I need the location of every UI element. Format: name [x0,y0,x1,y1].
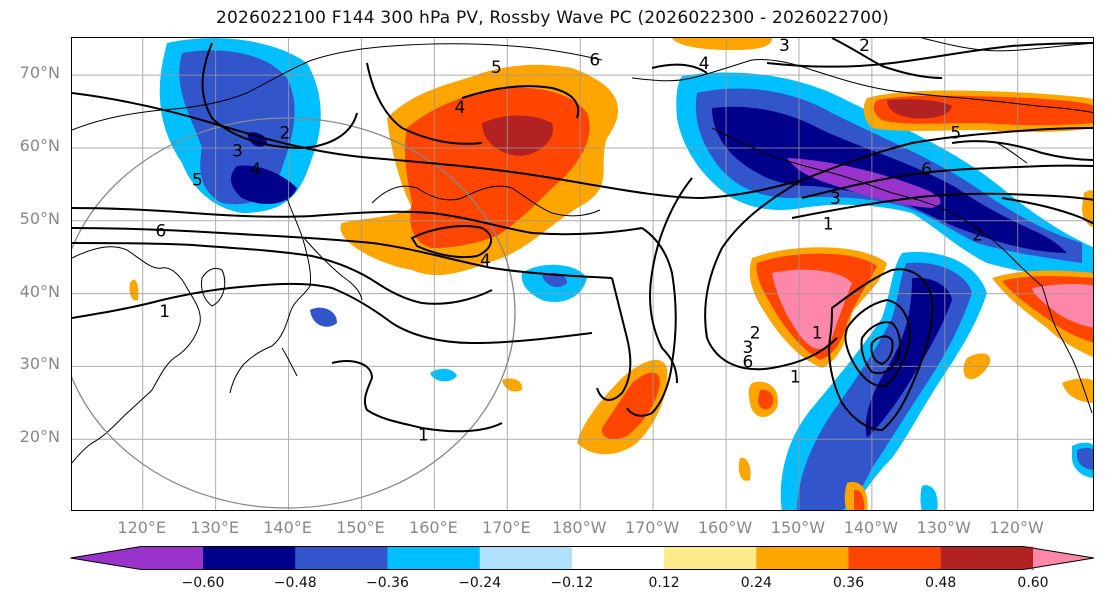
longitude-label: 130°E [190,518,239,537]
contour-label: 1 [823,214,834,234]
contour-label: 3 [743,338,754,358]
contour-label: 6 [743,353,754,373]
contour-label: 1 [418,426,429,446]
colorbar [70,546,1095,570]
negative-anomaly-region [865,277,952,438]
negative-anomaly-region [920,485,938,510]
positive-anomaly-region [502,378,523,392]
colorbar-segment [203,546,296,570]
colorbar-segment [664,546,757,570]
latitude-label: 30°N [19,354,60,374]
contour-label: 3 [830,189,841,209]
colorbar-segment [940,546,1034,570]
colorbar-tick-label: 0.36 [832,575,865,591]
longitude-label: 150°W [770,518,826,537]
positive-anomaly-region [854,489,865,510]
longitude-label: 150°E [336,518,385,537]
colorbar-segment [848,546,942,570]
colorbar-outline [70,546,1095,570]
contour-label: 5 [950,123,961,143]
colorbar-segment [571,546,665,570]
positive-anomaly-region [758,389,774,410]
positive-anomaly-region [887,99,952,119]
colorbar-segment-min [70,546,203,570]
longitude-label: 160°W [697,518,753,537]
map-title: 2026022100 F144 300 hPa PV, Rossby Wave … [216,8,889,28]
longitude-label: 120°W [989,518,1044,537]
negative-anomaly-region [1077,447,1093,470]
longitude-label: 140°E [263,518,312,537]
colorbar-segment [756,546,850,570]
colorbar-tick-label: −0.12 [550,575,594,591]
positive-anomaly-region [1032,283,1093,328]
contour-label: 3 [232,142,243,162]
contour-label: 5 [491,58,502,78]
contour-label: 2 [279,123,290,143]
negative-anomaly-region [430,368,457,382]
pc-shading [129,38,1093,510]
positive-anomaly-region [482,115,553,156]
positive-anomaly-region [672,38,772,50]
contour-label: 4 [480,251,491,271]
latitude-label: 20°N [19,427,60,447]
positive-anomaly-region [738,457,751,481]
positive-anomaly-region [129,279,139,301]
latitude-label: 60°N [19,135,60,155]
longitude-label: 160°E [409,518,458,537]
positive-anomaly-region [601,372,660,440]
longitude-label: 140°W [843,518,899,537]
latitude-label: 40°N [19,281,60,301]
colorbar-tick-label: 0.48 [925,575,957,591]
contour-label: 3 [779,38,790,56]
colorbar-tick-label: −0.24 [458,575,502,591]
colorbar-tick-label: −0.60 [181,575,225,591]
colorbar-tick-label: −0.36 [365,575,409,591]
lat-lon-grid [72,38,1093,510]
colorbar-tick-label: 0.24 [740,575,772,591]
contour-label: 6 [921,160,932,180]
longitude-label: 130°W [916,518,971,537]
positive-anomaly-region [1062,378,1093,403]
reference-circle [72,117,516,509]
longitude-label: 170°E [481,518,531,537]
contour-label: 4 [454,98,465,118]
colorbar-segment [387,546,481,570]
colorbar-segment [479,546,573,570]
colorbar-tick-label: 0.60 [1017,575,1049,591]
longitude-label: 180°W [552,518,607,537]
negative-anomaly-region [542,272,567,288]
contour-label: 1 [790,367,801,387]
contour-label: 2 [750,324,761,344]
longitude-label: 170°W [624,518,680,537]
latitude-label: 70°N [19,63,60,83]
negative-anomaly-region [179,50,295,205]
negative-anomaly-region [310,307,337,327]
colorbar-tick-label: −0.48 [273,575,317,591]
negative-anomaly-region [230,165,297,204]
contour-label: 6 [156,222,167,242]
positive-anomaly-region [404,87,590,248]
contour-label: 4 [699,54,710,74]
contour-label: 2 [859,38,870,56]
contour-label: 1 [159,302,170,322]
longitude-label: 120°E [117,518,167,537]
colorbar-segment-max [1023,546,1094,570]
colorbar-segment [295,546,388,570]
contour-label: 1 [812,324,823,344]
contour-label: 5 [192,171,203,191]
contour-label: 4 [250,160,261,180]
contour-label: 2 [972,225,983,245]
latitude-label: 50°N [19,208,60,228]
pv-contours [72,38,1093,433]
colorbar-tick-label: 0.12 [648,575,680,591]
contour-label: 6 [589,51,600,71]
